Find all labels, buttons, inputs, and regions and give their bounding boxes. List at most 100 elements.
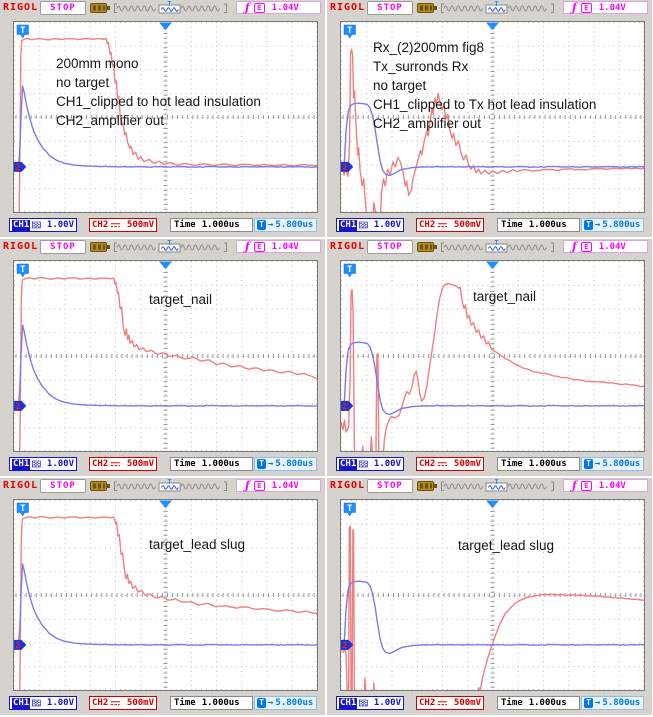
horizontal-position-indicator[interactable]: T <box>112 478 230 493</box>
trigger-info-box[interactable]: ƒ E 1.04V <box>236 240 321 253</box>
trigger-info-box[interactable]: ƒ E 1.04V <box>563 479 648 492</box>
timebase-box[interactable]: Time 1.000us <box>497 696 580 710</box>
annotation-line: target_nail <box>149 292 213 307</box>
trigger-offset-box[interactable]: T → 5.800us <box>254 696 317 710</box>
scope-topbar: RIGOL STOP T ƒ E 1.04V <box>327 239 652 255</box>
trigger-info-box[interactable]: ƒ E 1.04V <box>563 240 648 253</box>
svg-text:2: 2 <box>15 402 20 411</box>
annotation-text: 200mm mono no target CH1_clipped to hot le… <box>56 54 261 130</box>
rising-edge-trigger-icon: ƒ <box>245 239 250 253</box>
timebase-label: Time <box>174 459 196 469</box>
horizontal-position-indicator[interactable]: T <box>112 239 230 254</box>
timebase-scale: 1.000us <box>201 698 240 708</box>
trigger-info-box[interactable]: ƒ E 1.04V <box>236 1 321 14</box>
svg-text:2: 2 <box>342 163 347 172</box>
ch2-scale: 500mV <box>453 220 481 230</box>
timebase-box[interactable]: Time 1.000us <box>170 696 253 710</box>
arrow-icon: → <box>268 459 274 469</box>
run-stop-status-button[interactable]: STOP <box>367 1 413 15</box>
scope-panel-top-right: RIGOL STOP T ƒ E 1.04V T 2 Rx_(2)200mm fi… <box>327 0 652 237</box>
run-stop-status-button[interactable]: STOP <box>40 479 86 493</box>
run-stop-status-button[interactable]: STOP <box>40 1 86 15</box>
run-stop-status-button[interactable]: STOP <box>367 479 413 493</box>
trigger-offset-value: 5.800us <box>602 698 641 708</box>
ch1-settings-box[interactable]: CH1 1.00V <box>9 696 77 710</box>
trigger-offset-box[interactable]: T → 5.800us <box>581 457 644 471</box>
trigger-offset-box[interactable]: T → 5.800us <box>581 218 644 232</box>
ch1-coupling-icon <box>359 699 368 707</box>
horizontal-position-indicator[interactable]: T <box>112 0 230 15</box>
trigger-info-box[interactable]: ƒ E 1.04V <box>236 479 321 492</box>
trigger-offset-icon: T <box>257 459 266 469</box>
scope-bottombar: CH1 1.00V CH2 500mV Time 1.000us <box>327 696 652 710</box>
svg-text:T: T <box>167 478 171 486</box>
svg-text:T: T <box>20 265 25 275</box>
rising-edge-trigger-icon: ƒ <box>245 0 250 14</box>
ch2-scale: 500mV <box>126 220 154 230</box>
annotation-text: target_nail <box>473 287 536 306</box>
run-stop-status-button[interactable]: STOP <box>367 240 413 254</box>
svg-text:T: T <box>167 239 171 247</box>
timebase-label: Time <box>501 220 523 230</box>
trigger-offset-icon: T <box>257 220 266 230</box>
trigger-offset-box[interactable]: T → 5.800us <box>581 696 644 710</box>
rigol-logo: RIGOL <box>3 241 39 252</box>
ch2-coupling-icon <box>438 223 448 228</box>
scope-topbar: RIGOL STOP T ƒ E 1.04V <box>0 239 325 255</box>
timebase-box[interactable]: Time 1.000us <box>497 457 580 471</box>
horizontal-position-indicator[interactable]: T <box>439 239 557 254</box>
ch1-settings-box[interactable]: CH1 1.00V <box>336 218 404 232</box>
ch1-settings-box[interactable]: CH1 1.00V <box>9 457 77 471</box>
ch2-settings-box[interactable]: CH2 500mV <box>416 696 484 710</box>
horizontal-position-indicator[interactable]: T <box>439 0 557 15</box>
ch2-scale: 500mV <box>126 698 154 708</box>
ch2-settings-box[interactable]: CH2 500mV <box>416 218 484 232</box>
trigger-offset-box[interactable]: T → 5.800us <box>254 457 317 471</box>
run-stop-status-button[interactable]: STOP <box>40 240 86 254</box>
edge-trigger-source-icon: E <box>253 2 265 13</box>
ch2-settings-box[interactable]: CH2 500mV <box>416 457 484 471</box>
timebase-box[interactable]: Time 1.000us <box>497 218 580 232</box>
annotation-text: Rx_(2)200mm fig8 Tx_surronds Rx no target C… <box>373 38 596 133</box>
timebase-box[interactable]: Time 1.000us <box>170 457 253 471</box>
ch2-settings-box[interactable]: CH2 500mV <box>89 218 157 232</box>
ch2-label: CH2 <box>419 698 436 708</box>
scope-topbar: RIGOL STOP T ƒ E 1.04V <box>327 478 652 494</box>
svg-text:T: T <box>494 478 498 486</box>
horizontal-position-indicator[interactable]: T <box>439 478 557 493</box>
trigger-offset-value: 5.800us <box>275 459 314 469</box>
scope-bottombar: CH1 1.00V CH2 500mV Time 1.000us <box>0 696 325 710</box>
svg-text:2: 2 <box>15 163 20 172</box>
timebase-box[interactable]: Time 1.000us <box>170 218 253 232</box>
annotation-line: target_nail <box>473 289 537 304</box>
ch1-settings-box[interactable]: CH1 1.00V <box>9 218 77 232</box>
trigger-offset-box[interactable]: T → 5.800us <box>254 218 317 232</box>
ch2-coupling-icon <box>111 223 121 228</box>
ch2-settings-box[interactable]: CH2 500mV <box>89 696 157 710</box>
trigger-info-box[interactable]: ƒ E 1.04V <box>563 1 648 14</box>
ch1-coupling-icon <box>359 221 368 229</box>
scope-bottombar: CH1 1.00V CH2 500mV Time 1.000us <box>327 457 652 471</box>
trigger-level-value: 1.04V <box>271 241 299 252</box>
timebase-label: Time <box>174 698 196 708</box>
rigol-logo: RIGOL <box>330 241 366 252</box>
svg-text:T: T <box>20 504 25 514</box>
ch2-settings-box[interactable]: CH2 500mV <box>89 457 157 471</box>
scope-topbar: RIGOL STOP T ƒ E 1.04V <box>327 0 652 16</box>
ch1-scale: 1.00V <box>46 698 74 708</box>
annotation-text: target_lead slug <box>149 535 245 554</box>
edge-trigger-source-icon: E <box>580 2 592 13</box>
svg-text:2: 2 <box>342 402 347 411</box>
waveform-display: T2 <box>14 261 317 451</box>
svg-text:2: 2 <box>342 641 347 650</box>
trigger-offset-icon: T <box>584 698 593 708</box>
annotation-line: no target <box>373 78 427 93</box>
ch1-settings-box[interactable]: CH1 1.00V <box>336 696 404 710</box>
ch1-coupling-icon <box>32 460 41 468</box>
ch1-settings-box[interactable]: CH1 1.00V <box>336 457 404 471</box>
arrow-icon: → <box>595 459 601 469</box>
annotation-line: CH1_clipped to hot lead insulation <box>56 94 261 109</box>
